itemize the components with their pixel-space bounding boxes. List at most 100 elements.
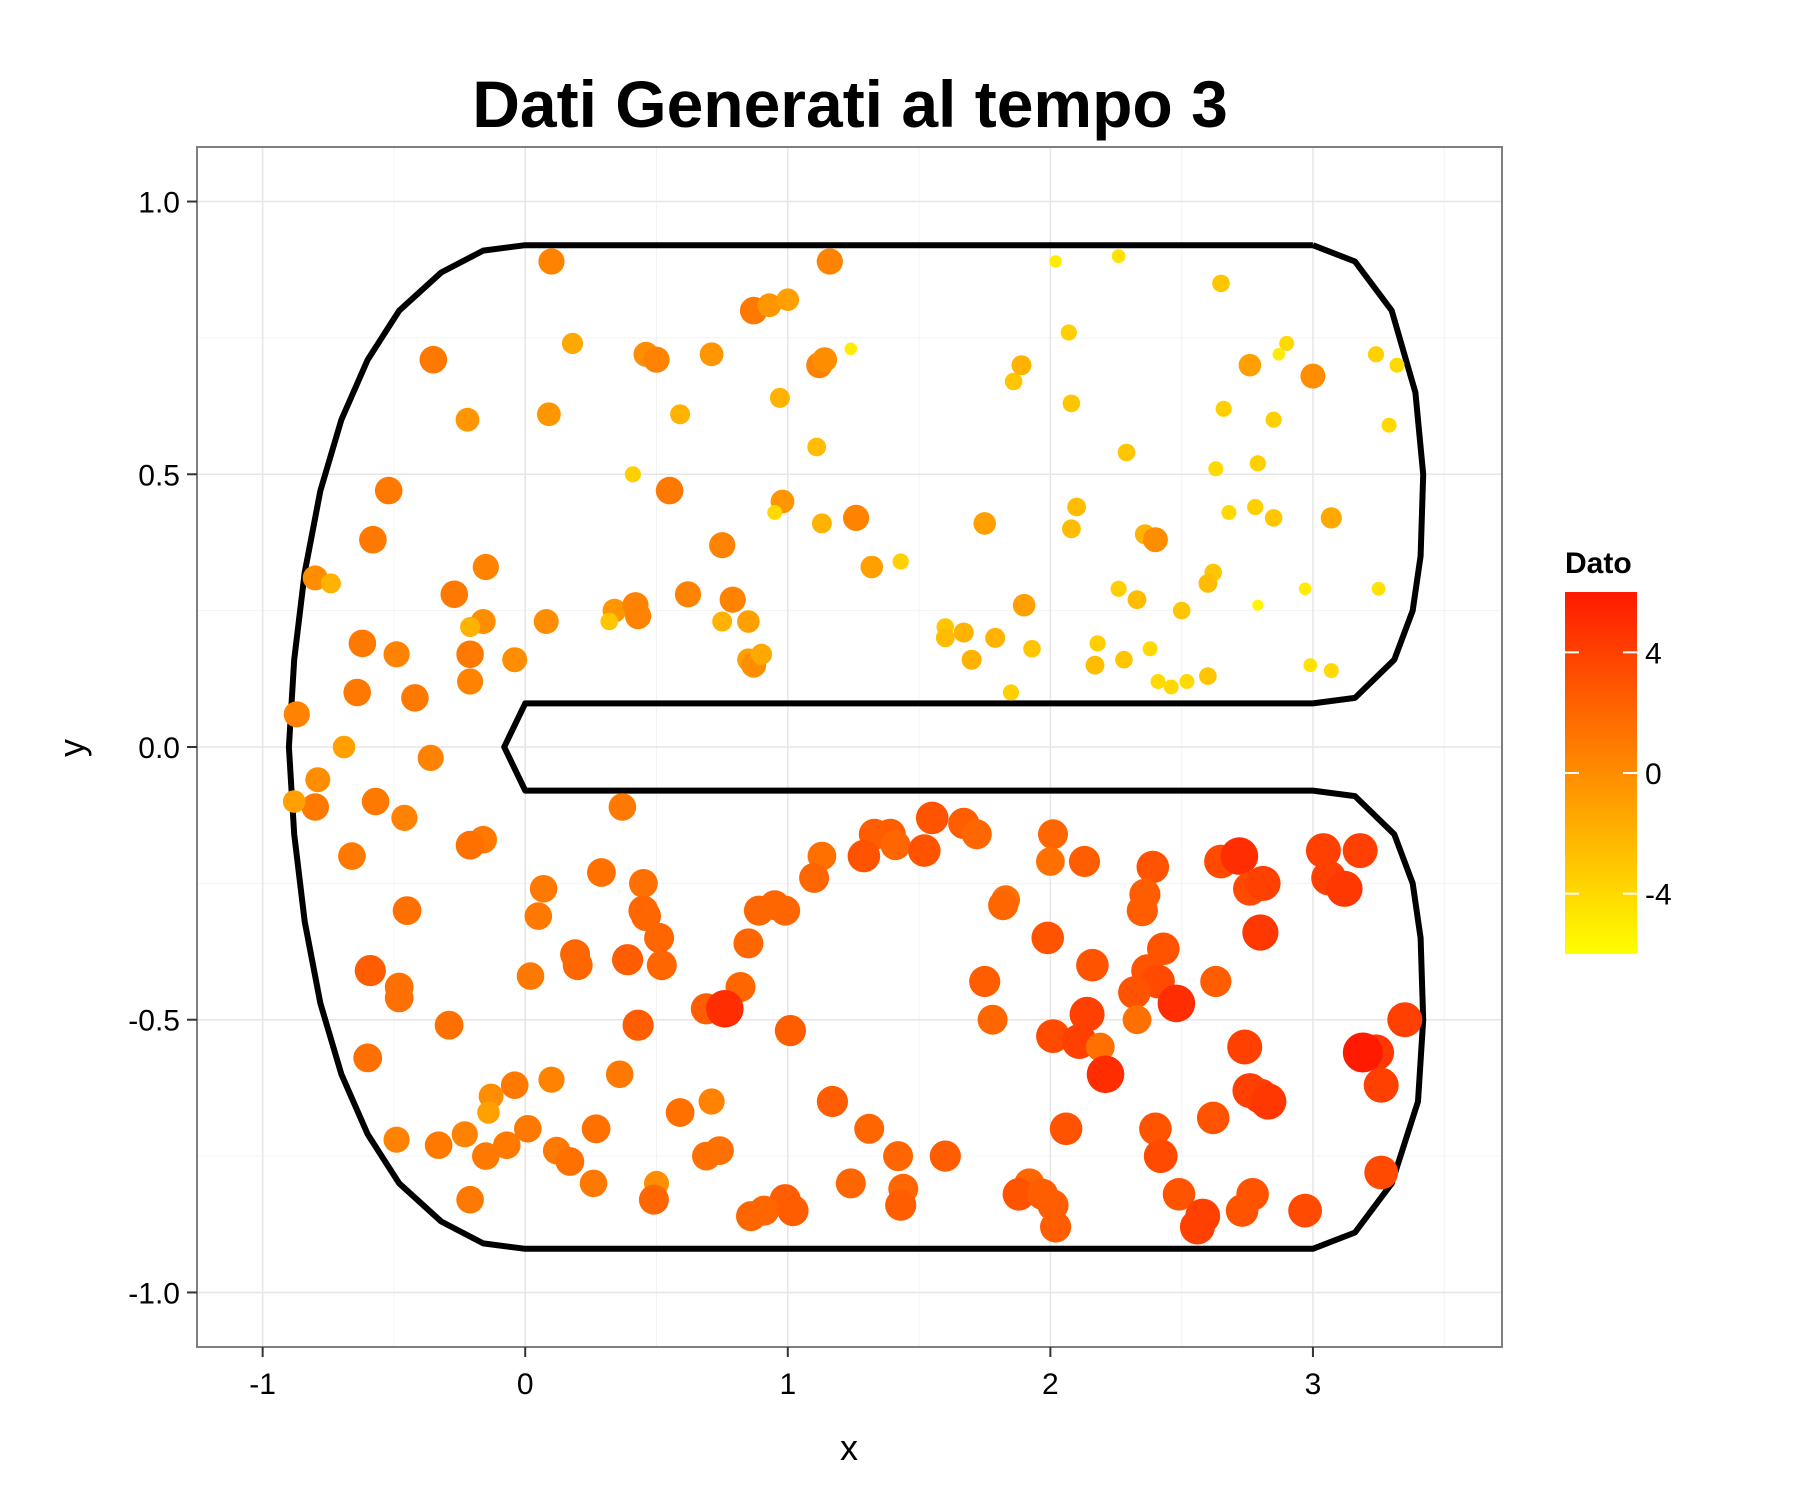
data-point	[419, 345, 448, 374]
data-point	[1212, 274, 1230, 293]
x-tick-label: 1	[779, 1368, 796, 1401]
y-axis-ticks: -1.0 -0.5 0.0 0.5 1.0	[128, 187, 197, 1310]
data-point	[348, 629, 377, 658]
data-point	[343, 678, 372, 707]
data-point	[807, 437, 827, 457]
data-point	[1162, 1178, 1196, 1211]
data-point	[555, 1147, 585, 1176]
data-point	[1136, 850, 1170, 884]
data-point	[434, 1010, 464, 1040]
y-tick-label: 0.5	[138, 459, 180, 492]
data-point	[424, 1131, 453, 1159]
data-point	[929, 1140, 961, 1172]
data-point	[561, 332, 584, 354]
color-legend: Dato 4 0 -4	[1565, 547, 1672, 954]
data-point	[1264, 509, 1283, 527]
data-point	[1085, 655, 1105, 675]
domain-boundary	[285, 242, 1427, 1252]
data-point	[1220, 837, 1259, 875]
data-point	[1139, 1112, 1172, 1146]
data-point	[776, 288, 800, 312]
data-point	[305, 767, 331, 793]
data-point	[1115, 650, 1133, 669]
data-point	[1157, 984, 1196, 1023]
data-point	[361, 787, 390, 816]
data-point	[1004, 372, 1023, 391]
data-point	[1111, 249, 1126, 263]
data-point	[537, 402, 561, 427]
data-point	[767, 505, 783, 520]
data-point	[538, 248, 565, 275]
legend-title: Dato	[1565, 547, 1632, 580]
data-point	[353, 1043, 383, 1073]
data-point	[455, 407, 480, 432]
data-point	[835, 1168, 866, 1199]
data-point	[1179, 1209, 1215, 1245]
data-point	[1060, 324, 1077, 341]
data-point	[625, 603, 652, 630]
data-point	[472, 553, 499, 581]
data-point	[699, 342, 724, 367]
data-point	[1012, 593, 1036, 617]
data-point	[631, 901, 661, 932]
data-point	[472, 1142, 500, 1170]
data-point	[1062, 519, 1081, 539]
legend-tick-label: 4	[1645, 637, 1662, 670]
data-point	[1247, 498, 1264, 516]
data-point	[456, 640, 484, 669]
data-point	[1249, 455, 1266, 472]
data-point	[1225, 1194, 1259, 1227]
data-point	[1367, 346, 1385, 363]
data-point	[915, 801, 949, 835]
data-point	[860, 555, 884, 579]
data-point	[1118, 976, 1151, 1009]
data-point	[456, 1185, 484, 1214]
data-point	[1300, 363, 1326, 389]
data-point	[1272, 348, 1286, 361]
data-point	[774, 1015, 807, 1047]
y-axis-label: y	[51, 739, 92, 757]
data-point	[816, 1085, 849, 1118]
data-point	[709, 532, 736, 559]
data-point	[799, 862, 830, 893]
data-point	[646, 950, 677, 981]
data-point	[1069, 996, 1105, 1032]
data-point	[1238, 353, 1262, 377]
data-point	[892, 553, 909, 570]
data-point	[282, 790, 306, 813]
data-point	[451, 1121, 478, 1148]
data-point	[457, 668, 484, 695]
x-tick-label: -1	[249, 1368, 276, 1401]
data-point	[1049, 1112, 1083, 1146]
data-point	[622, 1009, 654, 1041]
data-point	[1364, 1155, 1399, 1190]
data-point	[770, 895, 801, 926]
data-point	[1221, 505, 1237, 520]
data-point	[961, 819, 992, 850]
data-point	[581, 1114, 611, 1144]
data-point	[847, 839, 881, 873]
data-point	[977, 1004, 1008, 1035]
x-tick-label: 0	[517, 1368, 534, 1401]
y-tick-label: 0.0	[138, 732, 180, 765]
data-point	[417, 744, 444, 772]
data-point	[440, 580, 469, 609]
grid-lines	[197, 147, 1502, 1347]
legend-tick-label: -4	[1645, 879, 1672, 912]
data-point	[354, 955, 386, 987]
data-point	[1363, 1067, 1399, 1103]
data-point	[1265, 411, 1282, 428]
data-point	[1049, 255, 1062, 268]
data-point	[1110, 580, 1127, 597]
data-point	[816, 248, 843, 275]
data-point	[749, 1195, 780, 1226]
data-point	[1198, 574, 1218, 593]
data-point	[712, 611, 733, 632]
y-tick-label: -1.0	[128, 1277, 180, 1310]
data-point	[1143, 1139, 1178, 1173]
data-point	[1163, 679, 1179, 695]
data-point	[1305, 833, 1341, 869]
data-point	[477, 1101, 500, 1124]
data-point	[600, 612, 618, 631]
